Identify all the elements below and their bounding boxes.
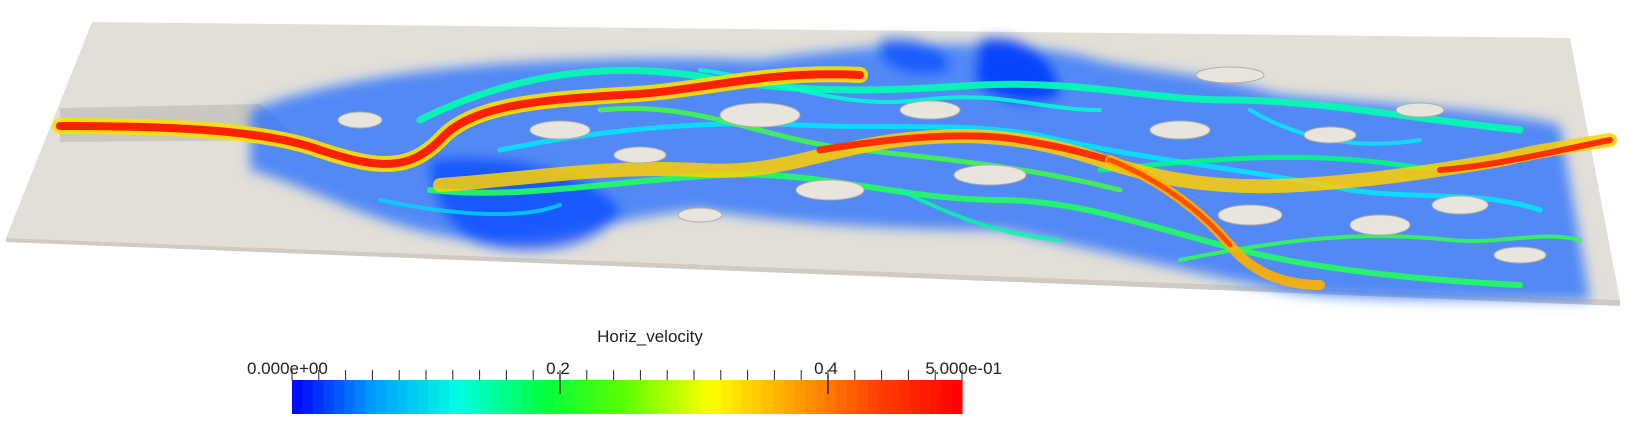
colorbar-bands — [292, 380, 963, 414]
colorbar-band — [490, 380, 502, 414]
colorbar-band — [606, 380, 618, 414]
colorbar-band — [543, 380, 555, 414]
colorbar-band — [637, 380, 649, 414]
colorbar-band — [731, 380, 743, 414]
colorbar-band — [846, 380, 858, 414]
colorbar-band — [930, 380, 942, 414]
terrain-edge-shadow — [6, 238, 1620, 306]
sand-bars — [337, 66, 1547, 264]
colorbar-band — [292, 380, 304, 414]
colorbar-band — [407, 380, 419, 414]
colorbar-band — [532, 380, 544, 414]
colorbar-band — [480, 380, 492, 414]
colorbar-band — [689, 380, 701, 414]
colorbar-band — [878, 380, 890, 414]
colorbar-band — [710, 380, 722, 414]
colorbar-band — [375, 380, 387, 414]
colorbar-band — [595, 380, 607, 414]
colorbar-band — [773, 380, 785, 414]
main-channel-thread — [52, 66, 1617, 290]
colorbar-band — [553, 380, 565, 414]
colorbar-band — [920, 380, 932, 414]
colorbar-band — [438, 380, 450, 414]
colorbar-band — [365, 380, 377, 414]
colorbar-band — [302, 380, 314, 414]
colorbar-band — [700, 380, 712, 414]
colorbar-band — [564, 380, 576, 414]
colorbar-band — [658, 380, 670, 414]
colorbar-band — [312, 380, 325, 414]
colorbar-band — [449, 380, 461, 414]
colorbar-band — [752, 380, 764, 414]
colorbar-band — [585, 380, 597, 414]
colorbar-band — [721, 380, 733, 414]
colorbar-label-0.2: 0.2 — [546, 359, 570, 378]
colorbar-band — [784, 380, 796, 414]
colorbar-band — [396, 380, 408, 414]
colorbar-band — [469, 380, 482, 414]
colorbar-band — [857, 380, 869, 414]
colorbar-band — [333, 380, 345, 414]
colorbar-band — [899, 380, 911, 414]
colorbar-band — [323, 380, 335, 414]
colorbar-band — [522, 380, 534, 414]
colorbar-label-min: 0.000e+00 — [247, 359, 328, 378]
colorbar-band — [941, 380, 953, 414]
colorbar-band — [794, 380, 806, 414]
colorbar-band — [888, 380, 900, 414]
colorbar-band — [815, 380, 827, 414]
colorbar-band — [459, 380, 471, 414]
colorbar-band — [909, 380, 921, 414]
colorbar-title: Horiz_velocity — [597, 327, 703, 346]
colorbar-band — [344, 380, 356, 414]
colorbar-band — [501, 380, 513, 414]
colorbar-band — [679, 380, 691, 414]
colorbar-band — [386, 380, 398, 414]
colorbar-band — [804, 380, 817, 414]
colorbar-label-0.4: 0.4 — [814, 359, 838, 378]
colorbar-label-max: 5.000e-01 — [925, 359, 1002, 378]
colorbar-band — [354, 380, 366, 414]
colorbar-band — [825, 380, 837, 414]
colorbar-band — [616, 380, 628, 414]
colorbar-band — [742, 380, 754, 414]
colorbar-band — [428, 380, 440, 414]
colorbar-band — [511, 380, 523, 414]
colorbar-band — [647, 380, 660, 414]
colorbar-band — [574, 380, 586, 414]
colorbar-band — [836, 380, 848, 414]
colorbar-band — [417, 380, 429, 414]
colorbar-band — [763, 380, 775, 414]
colorbar-ticks — [291, 370, 963, 394]
colorbar-band — [668, 380, 680, 414]
colorbar-band — [951, 380, 963, 414]
colorbar-band — [867, 380, 879, 414]
colorbar-band — [627, 380, 639, 414]
